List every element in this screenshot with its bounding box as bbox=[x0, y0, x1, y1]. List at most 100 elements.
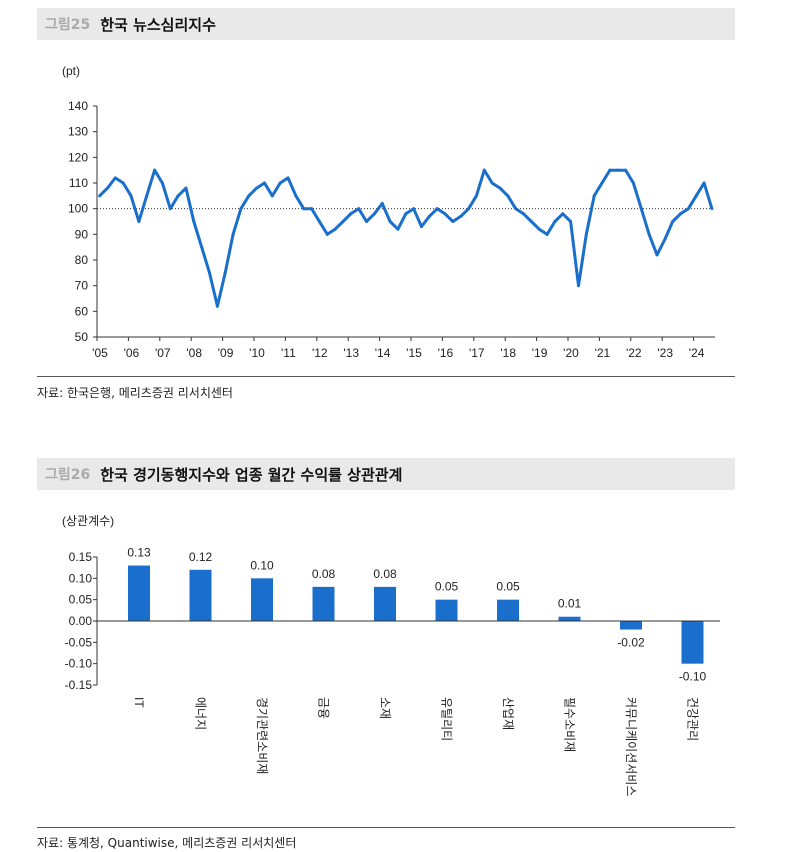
divider bbox=[37, 827, 735, 828]
data-point bbox=[624, 168, 628, 172]
data-point bbox=[529, 220, 533, 223]
data-point bbox=[262, 181, 266, 185]
data-point bbox=[412, 207, 416, 211]
data-point bbox=[459, 214, 463, 218]
x-tick-label: '06 bbox=[124, 346, 140, 360]
data-point bbox=[208, 271, 212, 275]
data-point bbox=[341, 220, 345, 223]
data-point bbox=[113, 176, 117, 180]
data-point bbox=[569, 220, 573, 223]
y-tick-label: 0.05 bbox=[69, 593, 93, 607]
data-point bbox=[372, 212, 376, 216]
data-point bbox=[435, 207, 439, 211]
data-point bbox=[490, 181, 494, 185]
data-point bbox=[561, 212, 565, 216]
x-tick-label: '15 bbox=[406, 346, 422, 360]
data-point bbox=[506, 194, 510, 198]
data-point bbox=[184, 186, 188, 190]
data-point bbox=[592, 194, 596, 198]
data-point bbox=[215, 304, 219, 308]
y-tick-label: 60 bbox=[75, 304, 89, 318]
figure-title: 한국 경기동행지수와 업종 월간 수익률 상관관계 bbox=[100, 465, 403, 484]
data-point bbox=[302, 207, 306, 211]
figure-number: 그림25 bbox=[45, 17, 91, 33]
data-point bbox=[537, 227, 541, 231]
data-point bbox=[443, 212, 447, 216]
x-tick-label: '10 bbox=[249, 346, 265, 360]
data-point bbox=[270, 194, 274, 198]
x-tick-label: '21 bbox=[595, 346, 611, 360]
x-tick-label: '23 bbox=[657, 346, 673, 360]
bar bbox=[435, 599, 458, 621]
bar bbox=[681, 621, 704, 664]
divider bbox=[37, 376, 735, 377]
y-tick-label: 0.10 bbox=[69, 571, 93, 585]
data-point bbox=[160, 181, 164, 185]
figure-25-header: 그림25 한국 뉴스심리지수 bbox=[37, 8, 735, 40]
data-point bbox=[600, 181, 604, 185]
y-tick-label: 0.15 bbox=[69, 550, 93, 564]
data-point bbox=[388, 220, 392, 223]
data-point bbox=[710, 207, 714, 211]
x-tick-label: 에너지 bbox=[194, 697, 208, 730]
data-point bbox=[694, 194, 698, 198]
y-axis-unit: (상관계수) bbox=[62, 514, 114, 528]
data-point bbox=[396, 227, 400, 231]
data-point bbox=[317, 220, 321, 223]
data-point bbox=[310, 207, 314, 211]
data-point bbox=[349, 212, 353, 216]
y-tick-label: 100 bbox=[68, 202, 88, 216]
data-point bbox=[278, 181, 282, 185]
data-point bbox=[616, 168, 620, 172]
data-point bbox=[474, 194, 478, 198]
data-label: 0.01 bbox=[558, 597, 582, 611]
data-point bbox=[545, 232, 549, 236]
data-point bbox=[671, 220, 675, 223]
y-tick-label: 110 bbox=[69, 176, 88, 190]
y-tick-label: -0.15 bbox=[65, 678, 93, 692]
data-point bbox=[98, 194, 102, 198]
data-point bbox=[647, 232, 651, 236]
data-point bbox=[200, 245, 204, 249]
data-point bbox=[639, 207, 643, 211]
data-label: 0.05 bbox=[496, 580, 520, 594]
x-tick-label: 산업재 bbox=[501, 697, 515, 730]
data-point bbox=[176, 194, 180, 198]
x-tick-label: '05 bbox=[92, 346, 108, 360]
data-point bbox=[168, 207, 172, 211]
bar bbox=[251, 578, 273, 621]
bar bbox=[128, 565, 150, 621]
data-point bbox=[325, 232, 329, 236]
data-point bbox=[482, 168, 486, 172]
data-point bbox=[137, 220, 141, 223]
x-tick-label: '18 bbox=[500, 346, 516, 360]
data-label: 0.08 bbox=[373, 567, 397, 581]
data-point bbox=[365, 220, 369, 223]
x-tick-label: 필수소비재 bbox=[563, 697, 577, 752]
bar bbox=[312, 586, 335, 621]
data-point bbox=[192, 220, 196, 223]
data-point bbox=[679, 212, 683, 216]
x-tick-label: '22 bbox=[626, 346, 642, 360]
data-point bbox=[294, 194, 298, 198]
x-tick-label: 경기관련소비재 bbox=[255, 697, 269, 774]
x-tick-label: '13 bbox=[343, 346, 359, 360]
x-tick-label: '09 bbox=[218, 346, 234, 360]
y-tick-label: 140 bbox=[68, 99, 88, 113]
figure-26-header: 그림26 한국 경기동행지수와 업종 월간 수익률 상관관계 bbox=[37, 458, 735, 490]
bar bbox=[620, 621, 642, 630]
x-tick-label: 건강관리 bbox=[686, 697, 700, 741]
data-point bbox=[427, 214, 431, 218]
data-point bbox=[608, 168, 612, 172]
data-point bbox=[145, 194, 149, 198]
data-point bbox=[522, 212, 526, 216]
x-tick-label: '17 bbox=[469, 346, 485, 360]
x-tick-label: 유틸리티 bbox=[440, 697, 454, 741]
figure-title: 한국 뉴스심리지수 bbox=[100, 15, 216, 34]
x-tick-label: '19 bbox=[532, 346, 548, 360]
x-tick-label: '20 bbox=[563, 346, 579, 360]
x-tick-label: '07 bbox=[155, 346, 171, 360]
y-tick-label: 0.00 bbox=[69, 614, 93, 628]
data-label: 0.05 bbox=[435, 580, 459, 594]
x-tick-label: 소재 bbox=[378, 697, 392, 719]
